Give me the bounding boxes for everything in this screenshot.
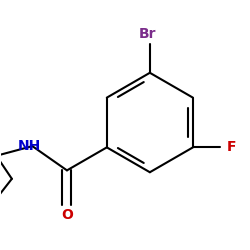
Text: NH: NH xyxy=(18,139,42,153)
Text: O: O xyxy=(61,208,73,222)
Text: Br: Br xyxy=(138,27,156,41)
Text: F: F xyxy=(227,140,236,154)
